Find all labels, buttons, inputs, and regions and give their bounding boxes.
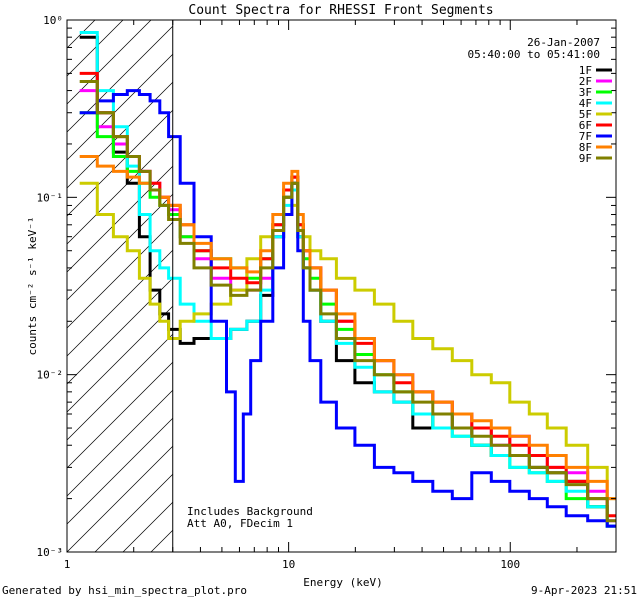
footer-generator: Generated by hsi_min_spectra_plot.pro bbox=[2, 584, 247, 597]
axes: 1 10 100 10⁰ 10⁻¹ 10⁻² 10⁻³ bbox=[37, 14, 617, 571]
hatch-line bbox=[122, 502, 173, 553]
y-tick-label: 10⁰ bbox=[43, 14, 63, 27]
footer-date: 9-Apr-2023 21:51 bbox=[531, 584, 637, 597]
y-axis-label: counts cm⁻² s⁻¹ keV⁻¹ bbox=[26, 216, 39, 355]
y-tick-label: 10⁻¹ bbox=[37, 191, 64, 204]
x-axis-label: Energy (keV) bbox=[303, 576, 382, 589]
hatch-line bbox=[66, 194, 173, 301]
date-label: 26-Jan-2007 bbox=[527, 36, 600, 49]
series-1F-line bbox=[79, 35, 616, 528]
hatch-line bbox=[66, 222, 173, 329]
hatch-line bbox=[66, 334, 173, 441]
hatch-line bbox=[66, 418, 173, 525]
series-3F-line bbox=[79, 111, 616, 528]
legend-label-8F: 8F bbox=[579, 141, 592, 154]
hatch-line bbox=[66, 390, 173, 497]
hatch-line bbox=[66, 306, 173, 413]
chart-title: Count Spectra for RHESSI Front Segments bbox=[188, 3, 493, 18]
legend-label-5F: 5F bbox=[579, 108, 592, 121]
hatch-line bbox=[66, 278, 173, 385]
annotation-attenuator: Att A0, FDecim 1 bbox=[187, 517, 293, 530]
hatch-line bbox=[66, 250, 173, 357]
legend-label-1F: 1F bbox=[579, 64, 592, 77]
below-threshold-hatched-region bbox=[66, 19, 173, 553]
legend-label-7F: 7F bbox=[579, 130, 592, 143]
series-6F-line bbox=[79, 71, 616, 518]
hatch-line bbox=[66, 138, 173, 245]
plot-frame bbox=[66, 19, 617, 553]
legend-label-3F: 3F bbox=[579, 86, 592, 99]
hatch-line bbox=[66, 54, 173, 161]
series-9F-line bbox=[79, 80, 616, 523]
legend-label-4F: 4F bbox=[579, 97, 592, 110]
time-range-label: 05:40:00 to 05:41:00 bbox=[468, 48, 600, 61]
annotation-background: Includes Background bbox=[187, 505, 313, 518]
hatch-line bbox=[66, 110, 173, 217]
y-tick-label: 10⁻³ bbox=[37, 546, 64, 559]
series-7F-line bbox=[79, 89, 616, 528]
hatch-line bbox=[66, 362, 173, 469]
hatch-line bbox=[66, 26, 173, 133]
hatch-line bbox=[150, 530, 173, 553]
x-tick-label: 100 bbox=[500, 558, 520, 571]
spectra-series bbox=[79, 31, 616, 528]
legend-label-9F: 9F bbox=[579, 152, 592, 165]
legend-label-2F: 2F bbox=[579, 75, 592, 88]
legend-label-6F: 6F bbox=[579, 119, 592, 132]
x-tick-label: 10 bbox=[282, 558, 295, 571]
x-tick-label: 1 bbox=[64, 558, 71, 571]
y-tick-label: 10⁻² bbox=[37, 369, 64, 382]
hatch-line bbox=[66, 19, 124, 77]
series-8F-line bbox=[79, 155, 616, 501]
hatch-line bbox=[66, 446, 173, 553]
series-5F-line bbox=[79, 181, 616, 501]
hatch-line bbox=[94, 474, 173, 553]
